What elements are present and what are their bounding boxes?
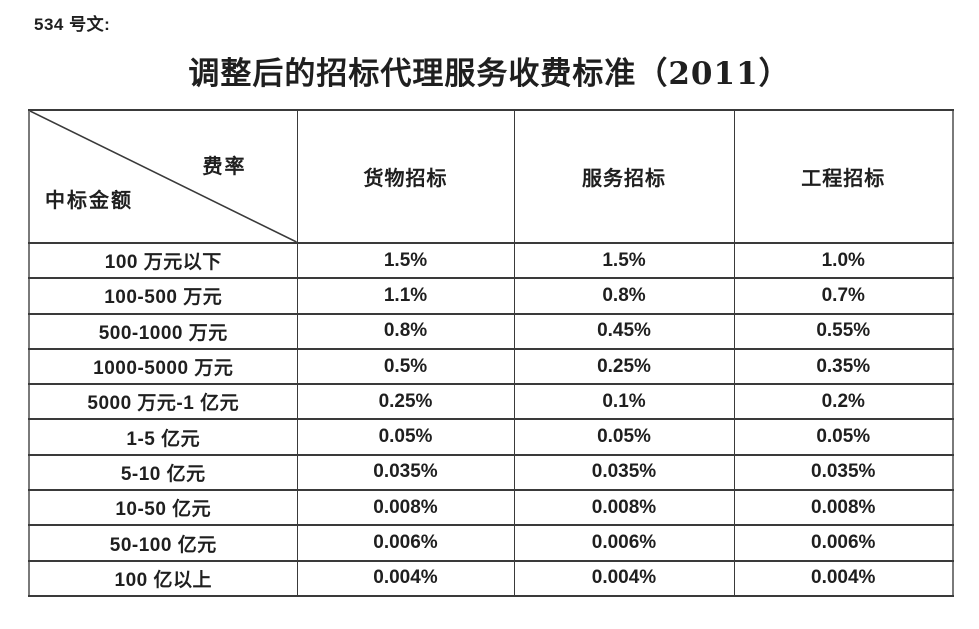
rate-cell: 0.05% [513, 418, 735, 456]
rate-cell: 1.5% [513, 241, 735, 280]
row-label: 1000-5000 万元 [28, 347, 298, 386]
table-row: 5000 万元-1 亿元 0.25% 0.1% 0.2% [28, 383, 954, 421]
diagonal-divider-line [30, 112, 296, 241]
header-row: 费率 中标金额 货物招标 服务招标 工程招标 [28, 109, 954, 244]
row-label: 1-5 亿元 [28, 418, 298, 456]
rate-cell: 0.35% [733, 347, 954, 386]
rate-cell: 0.008% [733, 489, 954, 527]
table-row: 100-500 万元 1.1% 0.8% 0.7% [28, 277, 954, 315]
table-row: 1-5 亿元 0.05% 0.05% 0.05% [28, 418, 954, 456]
corner-header-cell: 费率 中标金额 [28, 109, 298, 244]
rate-cell: 0.006% [513, 524, 735, 562]
rate-cell: 0.035% [733, 453, 954, 492]
rate-cell: 0.006% [733, 524, 954, 562]
rate-cell: 0.5% [296, 347, 515, 386]
rate-cell: 1.5% [296, 241, 515, 280]
table-row: 10-50 亿元 0.008% 0.008% 0.008% [28, 489, 954, 527]
rate-cell: 1.1% [296, 277, 515, 315]
rate-cell: 0.035% [513, 453, 735, 492]
row-label: 5-10 亿元 [28, 453, 298, 492]
table-row: 100 亿以上 0.004% 0.004% 0.004% [28, 559, 954, 598]
rate-cell: 1.0% [733, 241, 954, 280]
rate-cell: 0.25% [296, 383, 515, 421]
rate-cell: 0.008% [513, 489, 735, 527]
row-label: 100 万元以下 [28, 241, 298, 280]
corner-label-amount: 中标金额 [45, 190, 133, 212]
rate-cell: 0.004% [733, 559, 954, 598]
column-header-services: 服务招标 [513, 109, 735, 244]
table-row: 50-100 亿元 0.006% 0.006% 0.006% [28, 524, 954, 562]
table-row: 5-10 亿元 0.035% 0.035% 0.035% [28, 453, 954, 492]
row-label: 50-100 亿元 [28, 524, 298, 562]
corner-label-rate: 费率 [202, 156, 247, 178]
rate-cell: 0.2% [733, 383, 954, 421]
rate-cell: 0.004% [296, 559, 515, 598]
table-body: 100 万元以下 1.5% 1.5% 1.0% 100-500 万元 1.1% 0.8% 0.… [28, 241, 954, 598]
rate-cell: 0.8% [513, 277, 735, 315]
column-header-goods: 货物招标 [296, 109, 515, 244]
table-row: 1000-5000 万元 0.5% 0.25% 0.35% [28, 347, 954, 386]
rate-cell: 0.006% [296, 524, 515, 562]
column-header-engineering: 工程招标 [733, 109, 954, 244]
doc-number-label: 534 号文: [34, 15, 111, 34]
rate-cell: 0.05% [296, 418, 515, 456]
rate-cell: 0.035% [296, 453, 515, 492]
row-label: 500-1000 万元 [28, 312, 298, 350]
table-row: 100 万元以下 1.5% 1.5% 1.0% [28, 241, 954, 280]
rate-cell: 0.45% [513, 312, 735, 350]
fee-table: 费率 中标金额 货物招标 服务招标 工程招标 100 万元以下 1.5% 1.5% 1… [28, 109, 954, 598]
rate-cell: 0.1% [513, 383, 735, 421]
rate-cell: 0.008% [296, 489, 515, 527]
row-label: 100-500 万元 [28, 277, 298, 315]
table-row: 500-1000 万元 0.8% 0.45% 0.55% [28, 312, 954, 350]
row-label: 5000 万元-1 亿元 [28, 383, 298, 421]
rate-cell: 0.05% [733, 418, 954, 456]
page-title: 调整后的招标代理服务收费标准（2011） [188, 56, 791, 92]
rate-cell: 0.8% [296, 312, 515, 350]
row-label: 10-50 亿元 [28, 489, 298, 527]
rate-cell: 0.7% [733, 277, 954, 315]
rate-cell: 0.55% [733, 312, 954, 350]
rate-cell: 0.004% [513, 559, 735, 598]
row-label: 100 亿以上 [28, 559, 298, 598]
rate-cell: 0.25% [513, 347, 735, 386]
